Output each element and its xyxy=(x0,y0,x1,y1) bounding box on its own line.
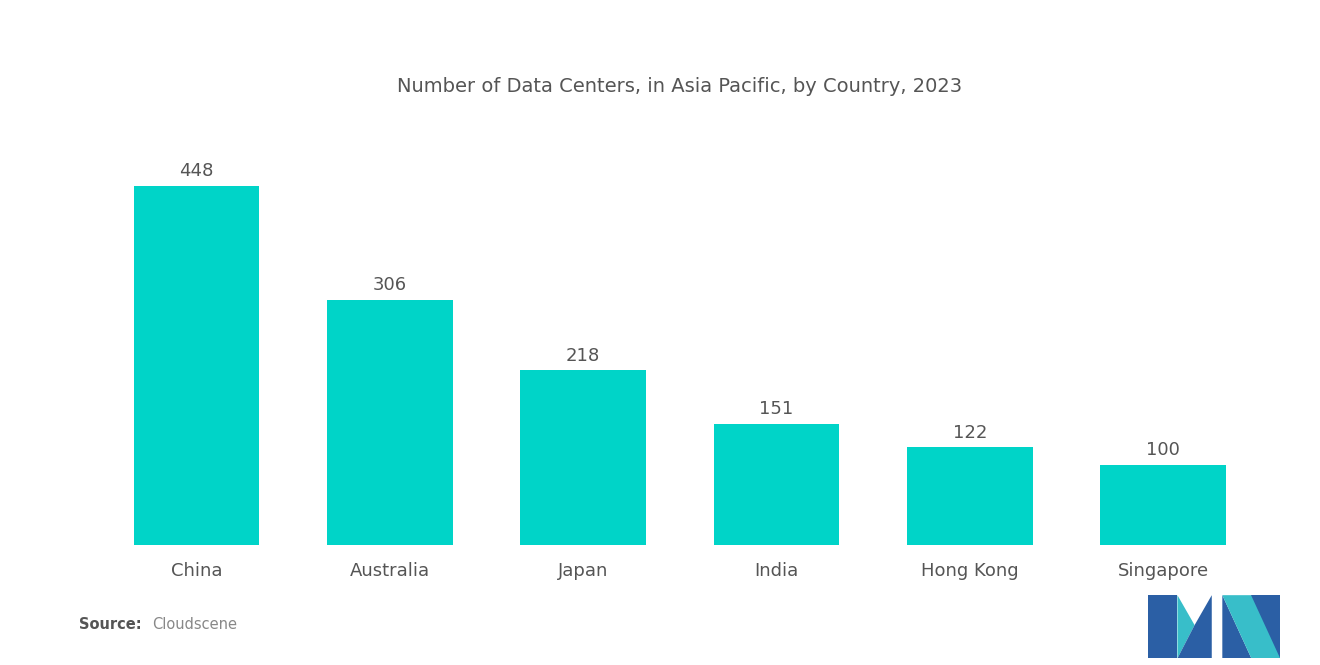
Bar xyxy=(907,448,1032,545)
Polygon shape xyxy=(1222,595,1280,658)
Text: 306: 306 xyxy=(372,276,407,294)
Text: 151: 151 xyxy=(759,400,793,418)
Bar xyxy=(520,370,645,545)
Polygon shape xyxy=(1177,595,1195,658)
Polygon shape xyxy=(1177,595,1212,658)
Polygon shape xyxy=(1148,595,1177,658)
Bar xyxy=(714,424,840,545)
Bar xyxy=(1100,465,1226,545)
Bar xyxy=(133,186,260,545)
Polygon shape xyxy=(1222,595,1251,658)
Text: Source:: Source: xyxy=(79,616,141,632)
Text: 100: 100 xyxy=(1146,442,1180,460)
Text: 122: 122 xyxy=(953,424,987,442)
Text: 218: 218 xyxy=(566,346,601,364)
Polygon shape xyxy=(1251,595,1280,658)
Text: Cloudscene: Cloudscene xyxy=(152,616,236,632)
Title: Number of Data Centers, in Asia Pacific, by Country, 2023: Number of Data Centers, in Asia Pacific,… xyxy=(397,77,962,96)
Bar xyxy=(327,299,453,545)
Text: 448: 448 xyxy=(180,162,214,180)
